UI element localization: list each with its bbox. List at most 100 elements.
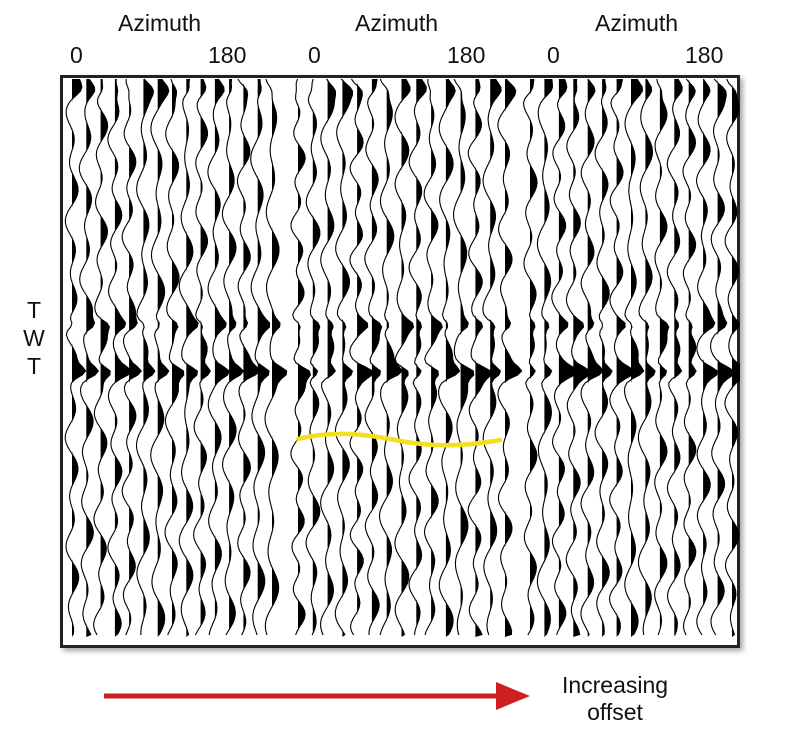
- trace-line-30: [522, 78, 538, 636]
- trace-fill-27: [475, 79, 492, 637]
- trace-line-28: [482, 78, 502, 636]
- twt-axis-label: T W T: [22, 296, 46, 380]
- trace-fill-5: [143, 79, 155, 637]
- trace-fill-37: [631, 79, 644, 637]
- increasing-offset-arrow: [104, 682, 530, 710]
- arrow-head: [496, 682, 530, 710]
- trace-fill-41: [688, 79, 697, 637]
- trace-fill-16: [312, 79, 320, 637]
- offset-label-line-2: offset: [587, 699, 643, 725]
- trace-line-1: [78, 78, 100, 636]
- panel1-azimuth-title: Azimuth: [118, 10, 202, 36]
- wiggle-traces: [64, 78, 740, 637]
- trace-line-13: [250, 78, 271, 636]
- trace-line-25: [438, 78, 461, 636]
- trace-fill-19: [357, 79, 373, 637]
- trace-fill-1: [86, 79, 99, 637]
- trace-fill-30: [530, 79, 538, 637]
- trace-fill-25: [445, 79, 460, 637]
- trace-line-32: [551, 78, 579, 636]
- trace-line-34: [580, 78, 604, 636]
- trace-line-24: [423, 78, 443, 636]
- panel3-tick-0: 0: [547, 42, 560, 68]
- trace-line-20: [364, 78, 383, 636]
- trace-line-10: [207, 78, 230, 636]
- trace-fill-20: [371, 79, 382, 637]
- trace-line-8: [178, 78, 199, 636]
- trace-fill-2: [100, 79, 111, 637]
- trace-line-17: [320, 78, 337, 636]
- panel1-tick-180: 180: [208, 42, 247, 68]
- trace-line-42: [696, 78, 719, 636]
- trace-line-36: [608, 78, 635, 636]
- trace-fill-21: [386, 79, 402, 637]
- trace-fill-17: [327, 79, 336, 637]
- offset-label-line-1: Increasing: [561, 672, 669, 698]
- trace-line-12: [236, 78, 261, 636]
- trace-fill-24: [431, 79, 443, 637]
- panel2-azimuth-title: Azimuth: [355, 10, 439, 36]
- seismic-gathers: [64, 78, 740, 637]
- trace-line-29: [497, 78, 523, 636]
- panel2-tick-0: 0: [308, 42, 321, 68]
- trace-line-27: [467, 78, 492, 636]
- trace-line-21: [378, 78, 403, 636]
- trace-fill-9: [200, 79, 211, 637]
- trace-line-18: [334, 78, 354, 636]
- trace-line-3: [107, 78, 132, 636]
- trace-line-0: [64, 78, 87, 636]
- trace-fill-8: [186, 79, 199, 637]
- trace-fill-7: [172, 79, 184, 637]
- trace-line-41: [682, 78, 697, 636]
- trace-line-39: [654, 78, 670, 636]
- trace-line-16: [305, 78, 321, 636]
- twt-letter-3: T: [26, 353, 42, 379]
- trace-line-44: [724, 78, 740, 636]
- trace-fill-11: [229, 79, 244, 637]
- trace-fill-26: [460, 79, 474, 637]
- trace-fill-12: [243, 79, 260, 637]
- trace-line-40: [666, 78, 683, 636]
- trace-fill-40: [674, 79, 683, 637]
- trace-line-43: [709, 78, 735, 636]
- trace-fill-29: [505, 79, 522, 637]
- twt-letter-1: T: [26, 297, 42, 323]
- trace-fill-31: [544, 79, 553, 637]
- trace-line-2: [93, 78, 111, 636]
- panel3-tick-180: 180: [685, 42, 724, 68]
- trace-fill-18: [342, 79, 353, 637]
- trace-line-31: [536, 78, 554, 636]
- trace-line-37: [623, 78, 645, 636]
- panel2-tick-180: 180: [447, 42, 486, 68]
- trace-line-14: [264, 78, 288, 636]
- panel1-tick-0: 0: [70, 42, 83, 68]
- trace-line-26: [452, 78, 475, 636]
- trace-fill-39: [659, 79, 669, 637]
- trace-line-23: [408, 78, 427, 636]
- trace-line-5: [135, 78, 156, 635]
- trace-line-15: [290, 78, 312, 636]
- trace-line-11: [221, 78, 245, 636]
- trace-line-7: [164, 78, 185, 636]
- trace-line-35: [594, 78, 613, 636]
- trace-line-4: [121, 79, 142, 636]
- trace-line-6: [150, 78, 170, 636]
- panel3-azimuth-title: Azimuth: [595, 10, 679, 36]
- twt-letter-2: W: [23, 325, 45, 351]
- highlighted-horizon: [295, 431, 503, 448]
- trace-fill-43: [717, 79, 734, 637]
- trace-fill-34: [587, 79, 604, 637]
- trace-line-33: [565, 78, 591, 636]
- trace-fill-10: [214, 79, 230, 637]
- trace-fill-33: [573, 79, 590, 637]
- trace-line-38: [637, 78, 656, 636]
- trace-line-9: [193, 78, 211, 636]
- trace-fill-14: [272, 79, 287, 637]
- trace-fill-28: [490, 79, 502, 637]
- trace-fill-44: [732, 79, 740, 637]
- trace-fill-3: [114, 79, 132, 637]
- trace-fill-22: [401, 79, 414, 637]
- trace-line-19: [349, 78, 374, 636]
- increasing-offset-label: Increasing offset: [540, 672, 690, 726]
- trace-line-22: [394, 78, 415, 636]
